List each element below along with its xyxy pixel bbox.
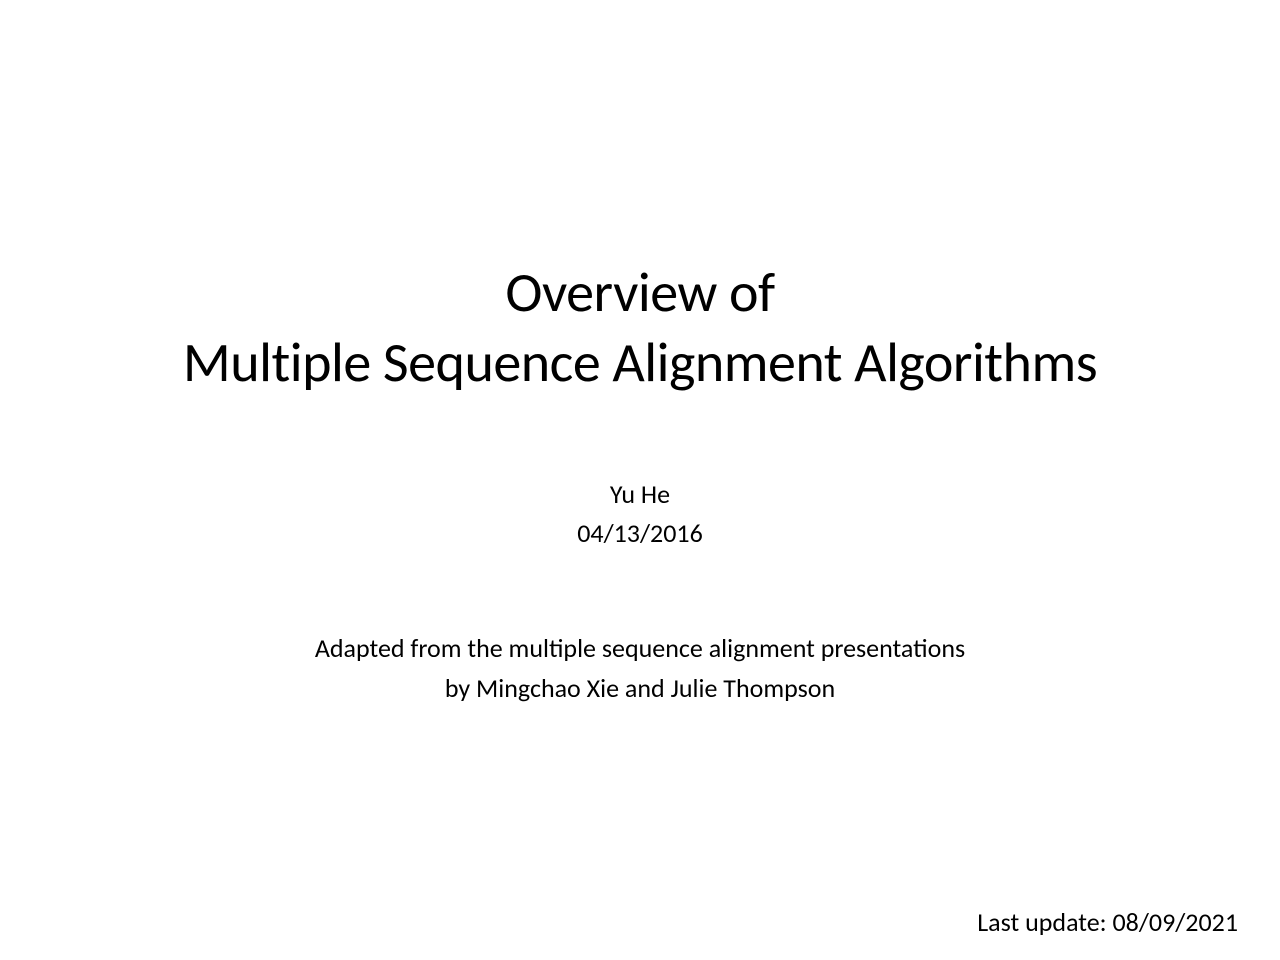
presentation-date: 04/13/2016 xyxy=(0,514,1280,553)
title-block: Overview of Multiple Sequence Alignment … xyxy=(0,258,1280,398)
title-line-1: Overview of xyxy=(0,258,1280,328)
last-update-text: Last update: 08/09/2021 xyxy=(977,906,1238,938)
slide-container: Overview of Multiple Sequence Alignment … xyxy=(0,0,1280,960)
author-block: Yu He 04/13/2016 xyxy=(0,475,1280,553)
author-name: Yu He xyxy=(0,475,1280,514)
credit-line-1: Adapted from the multiple sequence align… xyxy=(0,628,1280,668)
credit-line-2: by Mingchao Xie and Julie Thompson xyxy=(0,668,1280,708)
title-line-2: Multiple Sequence Alignment Algorithms xyxy=(0,328,1280,398)
last-update-block: Last update: 08/09/2021 xyxy=(977,906,1238,938)
credit-block: Adapted from the multiple sequence align… xyxy=(0,628,1280,709)
